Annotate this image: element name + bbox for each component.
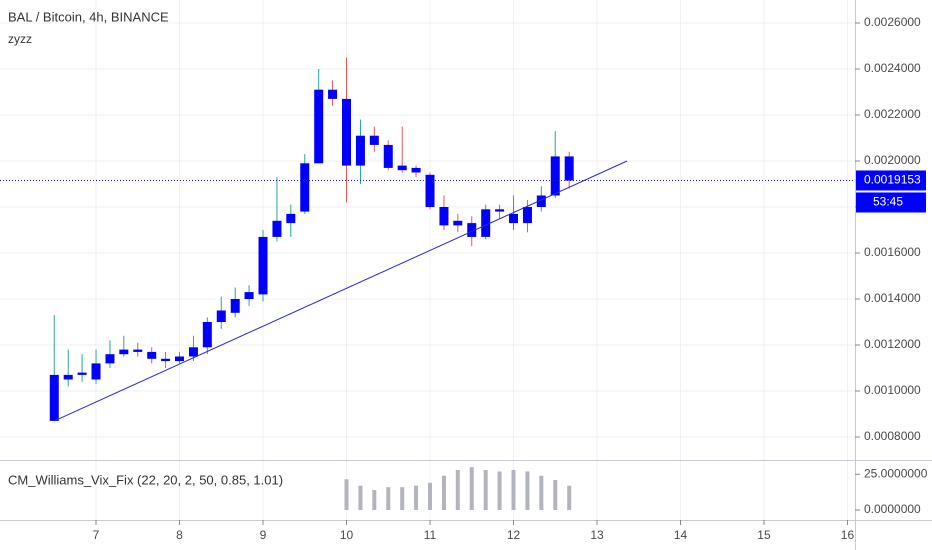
y-tick-label: 0.0022000 xyxy=(864,107,921,121)
candle-body xyxy=(133,349,143,352)
bar xyxy=(400,487,405,510)
candle-body xyxy=(564,156,574,181)
candle-body xyxy=(355,135,365,166)
bar xyxy=(525,471,530,510)
x-tick-label: 11 xyxy=(424,528,437,542)
candle-body xyxy=(272,220,282,237)
candle-body xyxy=(105,354,115,364)
bar xyxy=(497,471,502,510)
candle-body xyxy=(314,89,324,164)
candle-body xyxy=(425,174,435,207)
bar xyxy=(428,482,433,510)
y-tick-label: 0.0026000 xyxy=(864,15,921,29)
plot xyxy=(0,57,855,510)
bar xyxy=(358,485,363,510)
candle-body xyxy=(188,347,198,357)
candle-body xyxy=(63,374,73,380)
x-tick-label: 10 xyxy=(340,528,354,542)
candle-body xyxy=(202,322,212,348)
candle-body xyxy=(175,356,185,362)
x-tick-label: 8 xyxy=(176,528,183,542)
bar xyxy=(386,487,391,510)
countdown-label: 53:45 xyxy=(873,195,903,209)
candle-body xyxy=(49,374,59,421)
y-tick-label: 0.0008000 xyxy=(864,429,921,443)
y-tick-label: 25.0000000 xyxy=(864,466,928,480)
candle-body xyxy=(369,135,379,145)
candle-body xyxy=(411,167,421,173)
x-tick-label: 16 xyxy=(841,528,855,542)
candle-body xyxy=(509,213,519,224)
candle-body xyxy=(91,363,101,380)
candle-body xyxy=(244,292,254,299)
candle-body xyxy=(161,358,171,362)
y-tick-label: 0.0020000 xyxy=(864,153,921,167)
y-tick-label: 0.0024000 xyxy=(864,61,921,75)
candle-body xyxy=(77,372,87,375)
bar xyxy=(372,490,377,510)
chart-title: BAL / Bitcoin, 4h, BINANCE xyxy=(8,9,169,24)
candle-body xyxy=(147,351,157,359)
candle-body xyxy=(481,209,491,237)
trend-line xyxy=(54,160,628,422)
bar xyxy=(567,485,572,510)
candle-body xyxy=(328,89,338,99)
bar xyxy=(414,485,419,510)
x-tick-label: 14 xyxy=(674,528,688,542)
y-tick-label: 0.0012000 xyxy=(864,337,921,351)
x-tick-label: 15 xyxy=(757,528,771,542)
last-price-label: 0.0019153 xyxy=(864,173,921,187)
candle-body xyxy=(300,163,310,212)
indicator-title: CM_Williams_Vix_Fix (22, 20, 2, 50, 0.85… xyxy=(8,472,283,487)
bar xyxy=(539,475,544,510)
countdown-box xyxy=(856,192,926,213)
candle-body xyxy=(216,310,226,322)
candle-body xyxy=(495,209,505,212)
y-tick-label: 0.0014000 xyxy=(864,291,921,305)
candle-body xyxy=(453,220,463,226)
bar xyxy=(553,480,558,510)
last-price-box xyxy=(856,170,926,191)
bar xyxy=(511,470,516,510)
x-tick-label: 12 xyxy=(507,528,521,542)
candle-body xyxy=(119,349,129,355)
candle-body xyxy=(522,207,532,224)
chart-subtitle: zyzz xyxy=(8,32,32,46)
bar xyxy=(483,470,488,510)
x-tick-label: 9 xyxy=(260,528,267,542)
candle-body xyxy=(439,207,449,226)
bar xyxy=(441,475,446,510)
candle-body xyxy=(286,213,296,224)
bar xyxy=(455,470,460,510)
candle-body xyxy=(342,98,352,166)
candle-body xyxy=(230,299,240,313)
bar xyxy=(469,467,474,510)
candle-body xyxy=(383,144,393,168)
y-tick-label: 0.0010000 xyxy=(864,383,921,397)
x-tick-label: 7 xyxy=(93,528,100,542)
candle-body xyxy=(397,165,407,171)
y-tick-label: 0.0000000 xyxy=(864,502,921,516)
y-tick-label: 0.0016000 xyxy=(864,245,921,259)
candle-body xyxy=(467,223,477,237)
candle-body xyxy=(550,156,560,196)
bar xyxy=(344,479,349,510)
candle-body xyxy=(536,195,546,207)
candle-body xyxy=(258,236,268,295)
x-tick-label: 13 xyxy=(590,528,604,542)
